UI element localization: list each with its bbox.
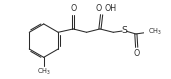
Text: O: O [95,4,101,13]
Text: CH$_3$: CH$_3$ [37,67,51,77]
Text: O: O [134,49,140,58]
Text: CH$_3$: CH$_3$ [148,27,162,37]
Text: O: O [70,4,76,13]
Text: S: S [121,26,127,35]
Text: OH: OH [105,4,117,13]
